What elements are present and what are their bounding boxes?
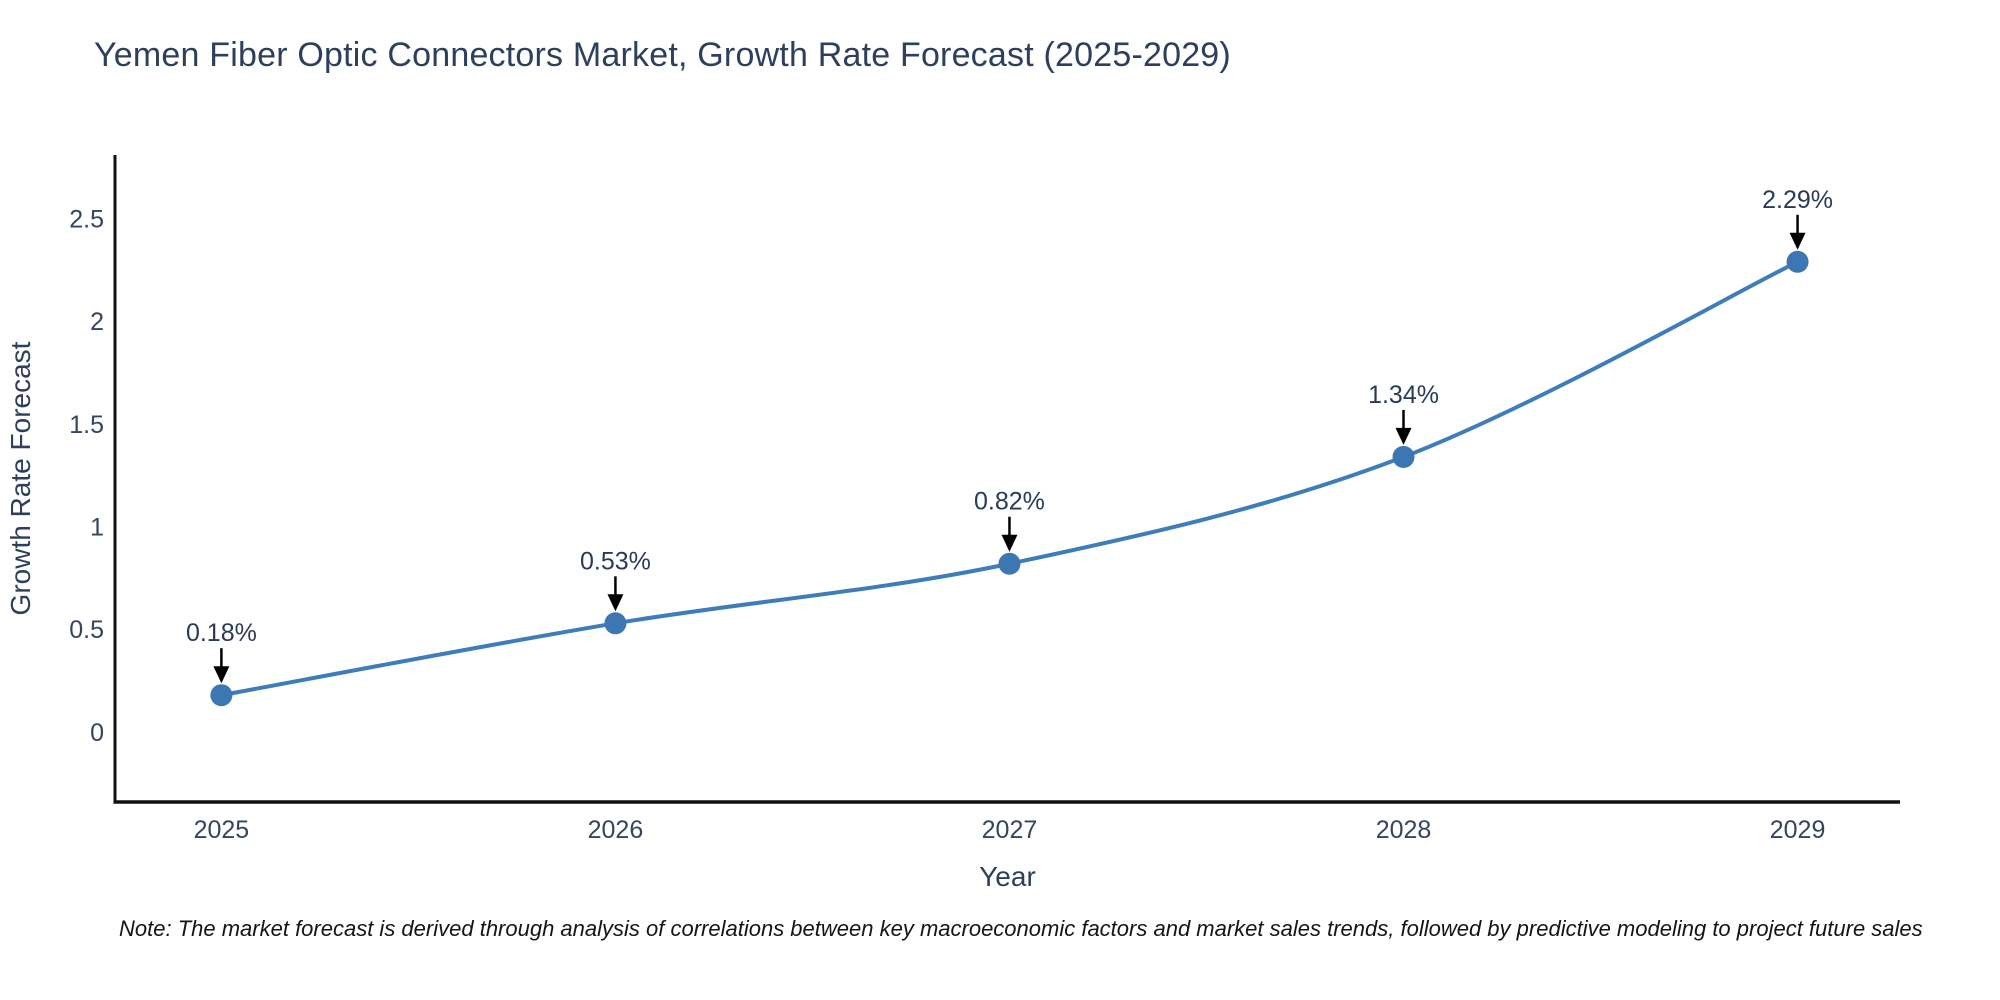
- y-tick-label: 0.5: [69, 616, 104, 644]
- data-point-label: 1.34%: [1368, 381, 1439, 409]
- annotation-arrow-head: [1001, 534, 1018, 552]
- y-tick-label: 1.5: [69, 411, 104, 439]
- y-tick-label: 0: [90, 719, 104, 747]
- data-point-label: 0.82%: [974, 488, 1045, 516]
- x-tick-label: 2025: [194, 816, 250, 844]
- annotation-arrow-head: [607, 594, 624, 612]
- data-point-marker-2029: [1786, 250, 1809, 273]
- data-point-marker-2025: [210, 684, 233, 707]
- footnote: Note: The market forecast is derived thr…: [119, 916, 1923, 941]
- annotation-arrow-head: [213, 666, 230, 684]
- x-axis-title: Year: [979, 861, 1036, 892]
- data-point-marker-2026: [604, 612, 627, 635]
- data-point-label: 0.18%: [186, 619, 257, 647]
- data-point-label: 2.29%: [1762, 186, 1833, 214]
- y-tick-label: 2: [90, 308, 104, 336]
- x-tick-label: 2029: [1770, 816, 1826, 844]
- chart-title: Yemen Fiber Optic Connectors Market, Gro…: [94, 36, 1231, 74]
- annotation-arrow-head: [1789, 232, 1806, 250]
- y-tick-label: 2.5: [69, 205, 104, 233]
- y-axis-title: Growth Rate Forecast: [5, 341, 36, 615]
- x-tick-label: 2027: [982, 816, 1038, 844]
- data-point-marker-2027: [998, 552, 1021, 575]
- trend-line: [219, 259, 1800, 698]
- x-tick-label: 2028: [1376, 816, 1432, 844]
- data-point-label: 0.53%: [580, 547, 651, 575]
- y-tick-label: 1: [90, 514, 104, 542]
- x-tick-label: 2026: [588, 816, 644, 844]
- annotation-arrow-head: [1395, 427, 1412, 445]
- data-point-marker-2028: [1392, 445, 1415, 468]
